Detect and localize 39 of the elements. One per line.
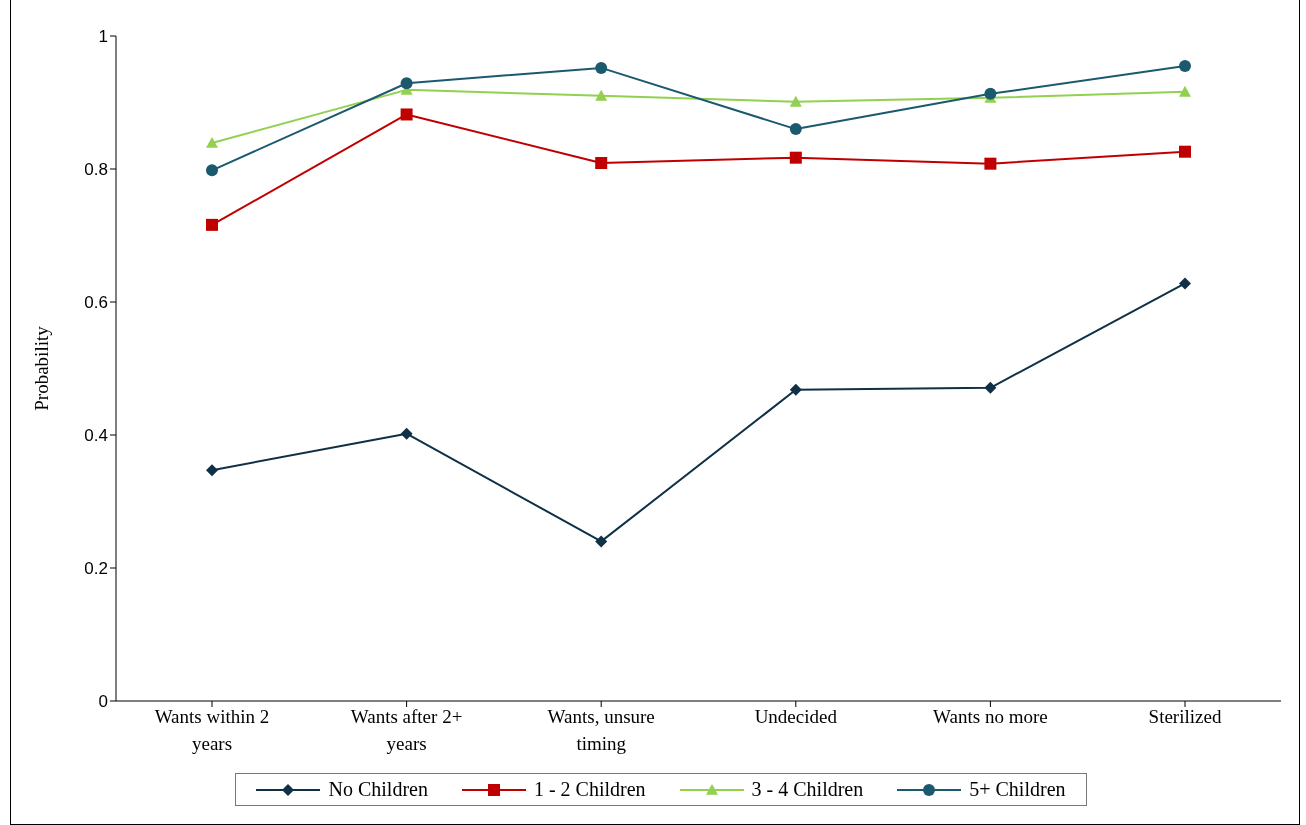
x-tick-label: Undecided	[754, 706, 838, 727]
point	[400, 77, 413, 90]
point	[789, 151, 802, 164]
point	[984, 87, 997, 100]
point	[789, 123, 802, 136]
y-tick-label: 0.2	[84, 559, 108, 579]
point	[595, 535, 608, 548]
legend-label: 1 - 2 Children	[533, 778, 646, 801]
point	[400, 108, 413, 121]
x-tick-label: Sterilized	[1148, 706, 1222, 727]
legend-label: 3 - 4 Children	[751, 778, 864, 801]
y-tick-label: 0.8	[84, 160, 108, 180]
point	[400, 427, 413, 440]
point	[1179, 277, 1191, 290]
x-tick-label: Wants after 2+ years	[350, 706, 463, 754]
point	[1179, 145, 1191, 158]
point	[789, 383, 802, 396]
point	[1179, 85, 1191, 97]
point	[984, 157, 997, 170]
x-tick-label: Wants within 2 years	[154, 706, 270, 754]
point	[206, 464, 218, 477]
point	[206, 218, 218, 231]
y-tick-label: 0	[98, 692, 108, 712]
point	[595, 89, 608, 101]
point	[206, 137, 218, 148]
point	[789, 95, 802, 107]
y-tick-label: 0.4	[84, 426, 108, 446]
legend-label: No Children	[328, 778, 428, 801]
y-tick-label: 1	[98, 27, 108, 47]
point	[1179, 59, 1191, 72]
legend-label: 5+ Children	[969, 778, 1066, 801]
point	[595, 157, 608, 170]
point	[595, 61, 608, 74]
y-tick-label: 0.6	[84, 293, 108, 313]
x-tick-label: Wants no more	[933, 706, 1048, 727]
point	[206, 164, 218, 177]
x-tick-label: Wants, unsure timing	[547, 706, 655, 754]
y-axis-title: Probability	[30, 325, 52, 411]
point	[984, 381, 997, 394]
